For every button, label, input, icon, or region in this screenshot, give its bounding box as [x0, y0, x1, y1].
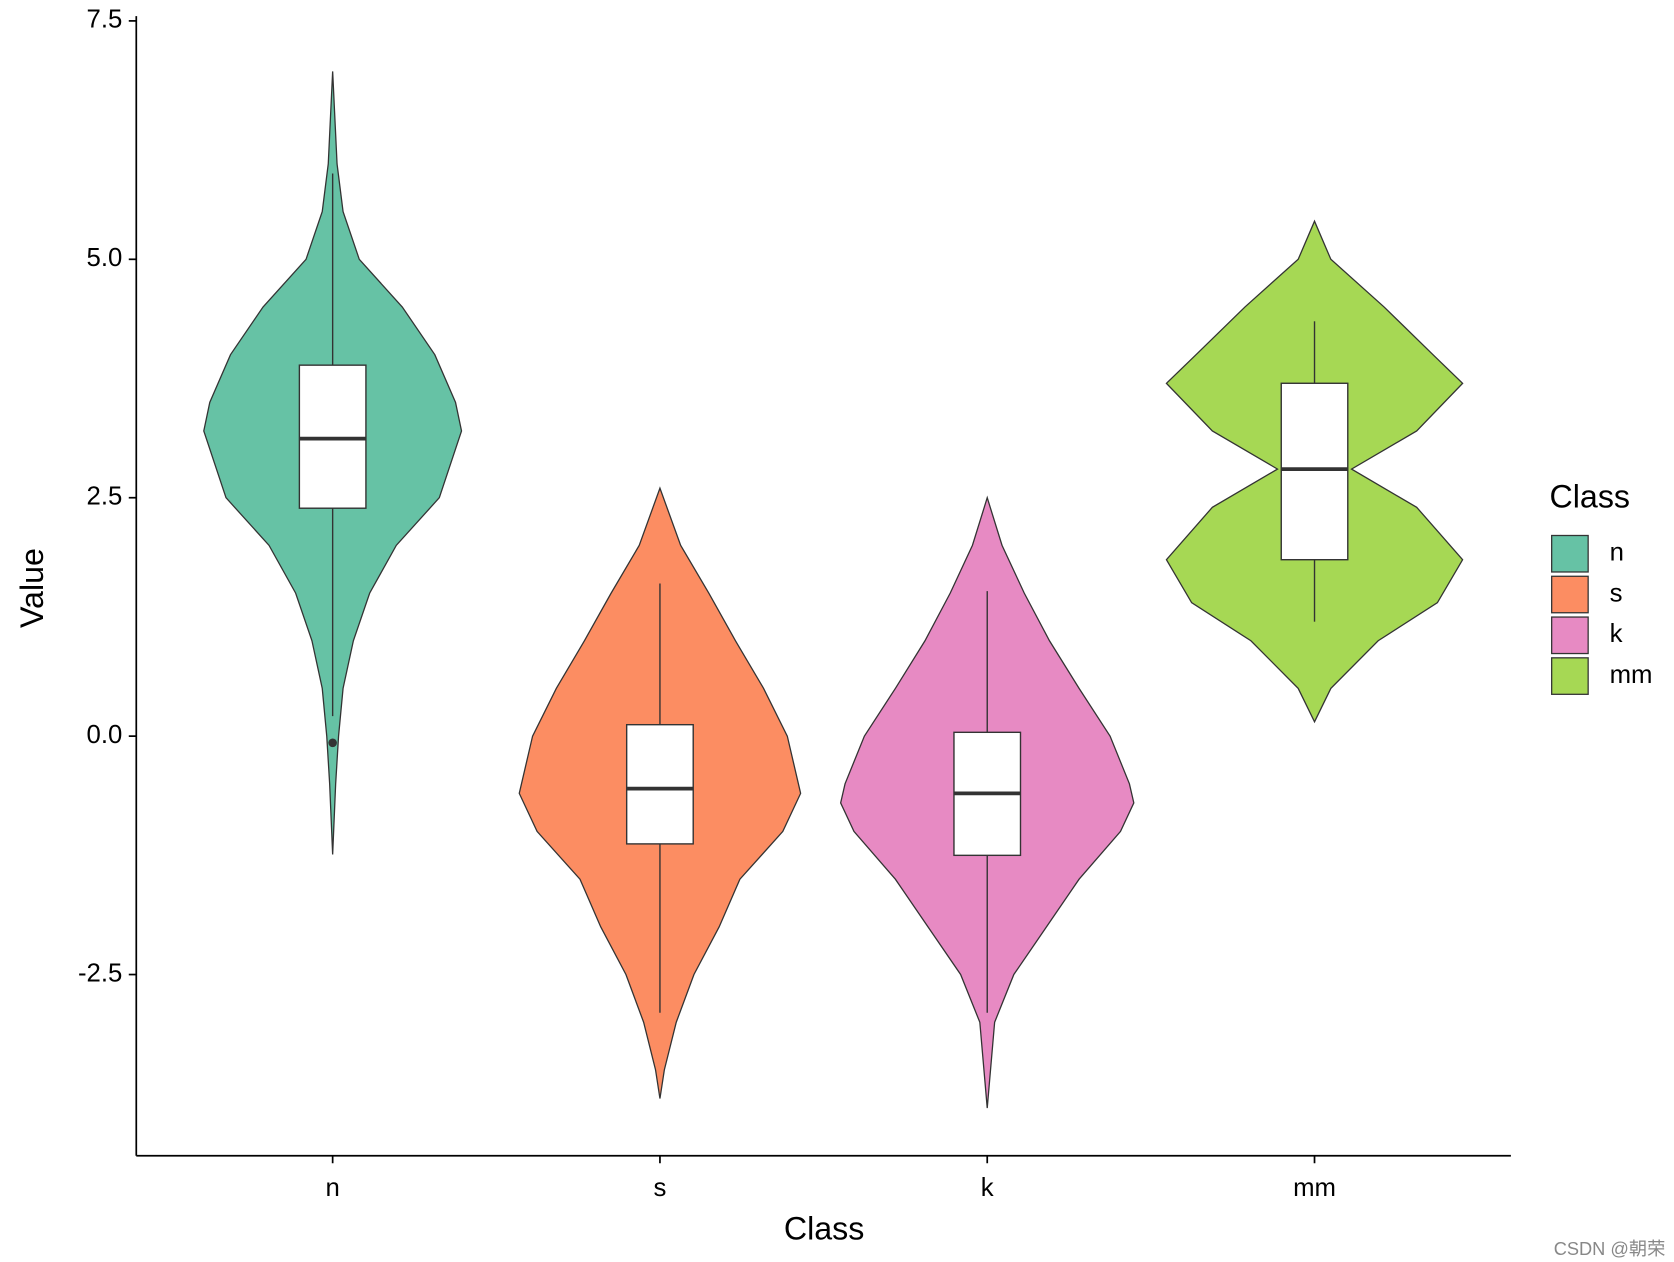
- legend-title: Class: [1550, 479, 1631, 515]
- y-tick-label: -2.5: [78, 959, 122, 987]
- y-tick-label: 0.0: [87, 721, 123, 749]
- y-tick-label: 5.0: [87, 244, 123, 272]
- x-tick-label: k: [981, 1174, 994, 1202]
- box: [1280, 382, 1349, 561]
- box: [625, 723, 694, 845]
- legend-label: s: [1610, 579, 1623, 607]
- legend-key: [1551, 575, 1589, 614]
- x-tick-label: s: [654, 1174, 667, 1202]
- x-axis-title: Class: [784, 1210, 865, 1246]
- legend-key: [1551, 534, 1589, 573]
- y-tick-label: 2.5: [87, 483, 123, 511]
- legend-label: n: [1610, 539, 1624, 567]
- legend-key: [1551, 616, 1589, 655]
- watermark: CSDN @朝荣: [1554, 1238, 1666, 1259]
- legend-key: [1551, 657, 1589, 695]
- y-axis-title: Value: [14, 548, 50, 628]
- x-tick-label: mm: [1293, 1174, 1336, 1202]
- x-tick-label: n: [325, 1174, 339, 1202]
- outlier: [328, 738, 337, 748]
- box: [298, 364, 367, 509]
- legend-label: mm: [1610, 661, 1653, 689]
- y-tick-label: 7.5: [87, 6, 123, 34]
- legend-label: k: [1610, 620, 1623, 648]
